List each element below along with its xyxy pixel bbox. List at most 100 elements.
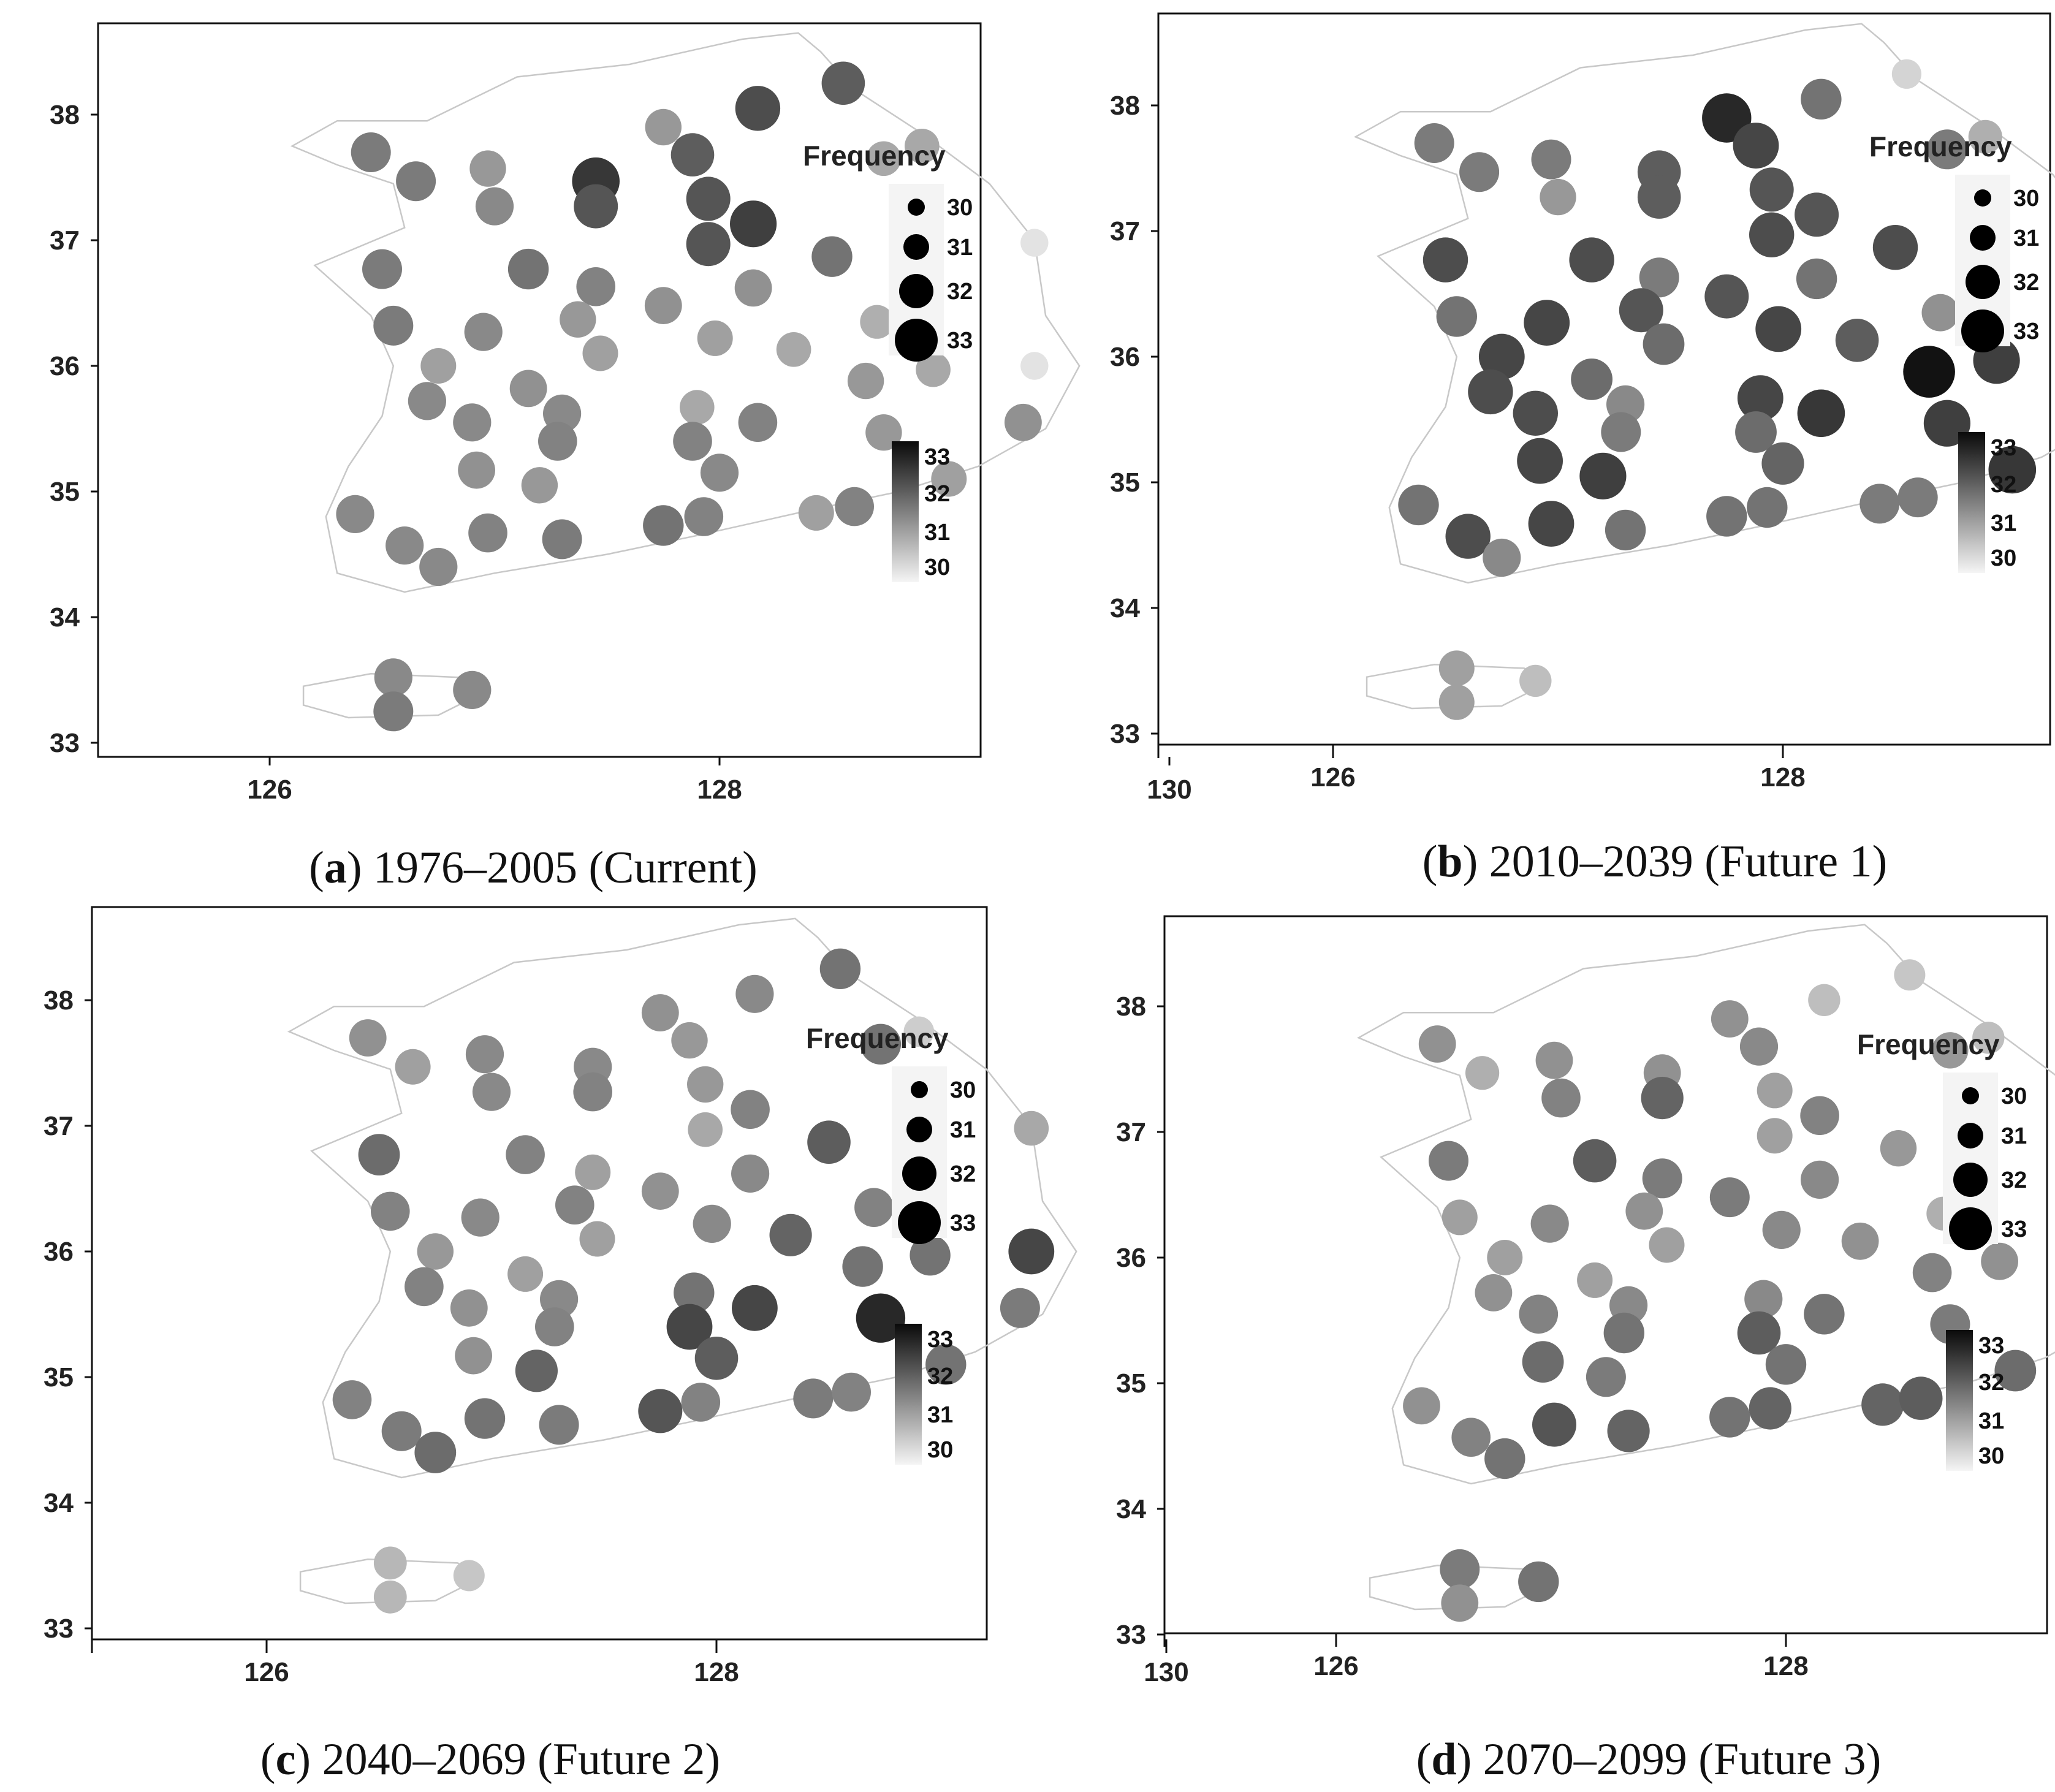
station-point xyxy=(1880,1130,1917,1167)
station-point xyxy=(560,301,596,338)
station-point xyxy=(373,305,414,346)
station-point xyxy=(1438,684,1475,720)
y-tick-label: 36 xyxy=(50,351,80,381)
station-point xyxy=(1744,1280,1783,1318)
station-point xyxy=(1747,487,1788,528)
y-tick-label: 37 xyxy=(1110,216,1140,246)
size-legend-circle xyxy=(1970,225,1996,251)
legend-title: Frequency xyxy=(803,140,946,172)
station-point xyxy=(1518,1561,1559,1603)
colorbar-label: 30 xyxy=(1978,1443,2004,1469)
station-point xyxy=(903,1016,935,1047)
station-point xyxy=(373,1580,407,1614)
station-point xyxy=(1749,1387,1791,1430)
station-point xyxy=(673,422,712,461)
plot-frame xyxy=(1163,915,2048,1634)
colorbar-label: 31 xyxy=(1991,511,2016,536)
y-tick-label: 36 xyxy=(44,1237,74,1267)
colorbar-label: 31 xyxy=(1978,1408,2004,1434)
station-point xyxy=(1912,1253,1952,1293)
station-point xyxy=(1749,212,1795,257)
station-point xyxy=(1579,452,1627,499)
station-point xyxy=(465,1035,504,1074)
station-point xyxy=(1968,120,2002,154)
station-point xyxy=(694,1337,739,1380)
station-point xyxy=(539,1405,579,1445)
size-legend-label: 32 xyxy=(2001,1167,2027,1193)
station-point xyxy=(453,403,492,442)
caption-paren-close: ) xyxy=(1463,837,1489,887)
size-legend-circle xyxy=(902,1156,936,1191)
station-point xyxy=(1859,484,1900,524)
colorbar-label: 33 xyxy=(924,444,950,470)
station-point xyxy=(358,1134,400,1175)
station-point xyxy=(1429,1141,1468,1181)
station-point xyxy=(1528,501,1574,547)
station-point xyxy=(373,1546,407,1580)
station-point xyxy=(1872,225,1918,270)
station-point xyxy=(1569,237,1614,283)
y-tick-label: 35 xyxy=(44,1362,74,1392)
station-point xyxy=(641,994,679,1031)
station-point xyxy=(1403,1387,1440,1425)
colorbar-label: 31 xyxy=(924,520,950,545)
station-point xyxy=(1897,477,1938,518)
size-legend-label: 33 xyxy=(2001,1217,2027,1242)
station-point xyxy=(931,461,967,497)
station-point xyxy=(1641,1077,1684,1120)
x-tick-label: 128 xyxy=(1760,762,1805,792)
x-tick-label: 126 xyxy=(1313,1651,1358,1681)
size-legend-label: 30 xyxy=(2013,186,2039,211)
caption-letter: c xyxy=(276,1734,296,1785)
station-point xyxy=(1797,389,1845,438)
station-point xyxy=(1519,1294,1559,1334)
size-legend-circle xyxy=(1962,1087,1979,1104)
caption-paren-open: ( xyxy=(309,843,324,893)
station-point xyxy=(688,1112,723,1147)
station-point xyxy=(535,1307,574,1346)
y-tick-label: 35 xyxy=(50,477,80,507)
station-point xyxy=(1418,1025,1456,1063)
caption-paren-close: ) xyxy=(347,843,373,893)
colorbar xyxy=(1946,1330,1973,1471)
station-point xyxy=(735,974,774,1013)
station-point xyxy=(666,1304,713,1350)
station-point xyxy=(1524,300,1570,346)
station-point xyxy=(819,948,861,990)
caption-paren-close: ) xyxy=(295,1734,322,1785)
colorbar-label: 31 xyxy=(927,1402,953,1428)
size-legend-circle xyxy=(1953,1163,1988,1197)
colorbar-label: 33 xyxy=(1991,435,2016,461)
station-point xyxy=(1841,1222,1879,1260)
station-point xyxy=(1465,1056,1500,1090)
station-point xyxy=(1573,1139,1617,1183)
station-point xyxy=(854,1188,894,1227)
station-point xyxy=(1757,1118,1793,1154)
station-point xyxy=(1735,411,1777,453)
station-point xyxy=(450,1289,488,1327)
caption-letter: a xyxy=(324,843,347,893)
legend-title: Frequency xyxy=(1869,131,2012,162)
x-tick-label: 128 xyxy=(697,775,742,805)
y-tick-label: 33 xyxy=(1116,1620,1146,1650)
station-point xyxy=(1414,123,1454,163)
station-point xyxy=(731,1090,770,1129)
station-point xyxy=(1513,390,1558,436)
size-legend-circle xyxy=(1958,1123,1983,1148)
station-point xyxy=(453,1560,485,1592)
station-point xyxy=(1519,664,1552,697)
station-point xyxy=(1625,1192,1663,1230)
station-point xyxy=(835,487,874,526)
colorbar xyxy=(1958,432,1985,573)
station-point xyxy=(687,1066,724,1103)
station-point xyxy=(1607,1410,1650,1452)
station-point xyxy=(811,236,853,277)
size-legend-label: 33 xyxy=(950,1210,976,1236)
station-point xyxy=(1438,650,1475,686)
station-point xyxy=(1808,984,1840,1017)
station-point xyxy=(860,305,894,339)
station-point xyxy=(1994,1350,2037,1392)
panel-caption: (b) 2010–2039 (Future 1) xyxy=(1423,837,1887,887)
station-point xyxy=(1894,959,1926,991)
y-tick-label: 37 xyxy=(44,1111,74,1141)
